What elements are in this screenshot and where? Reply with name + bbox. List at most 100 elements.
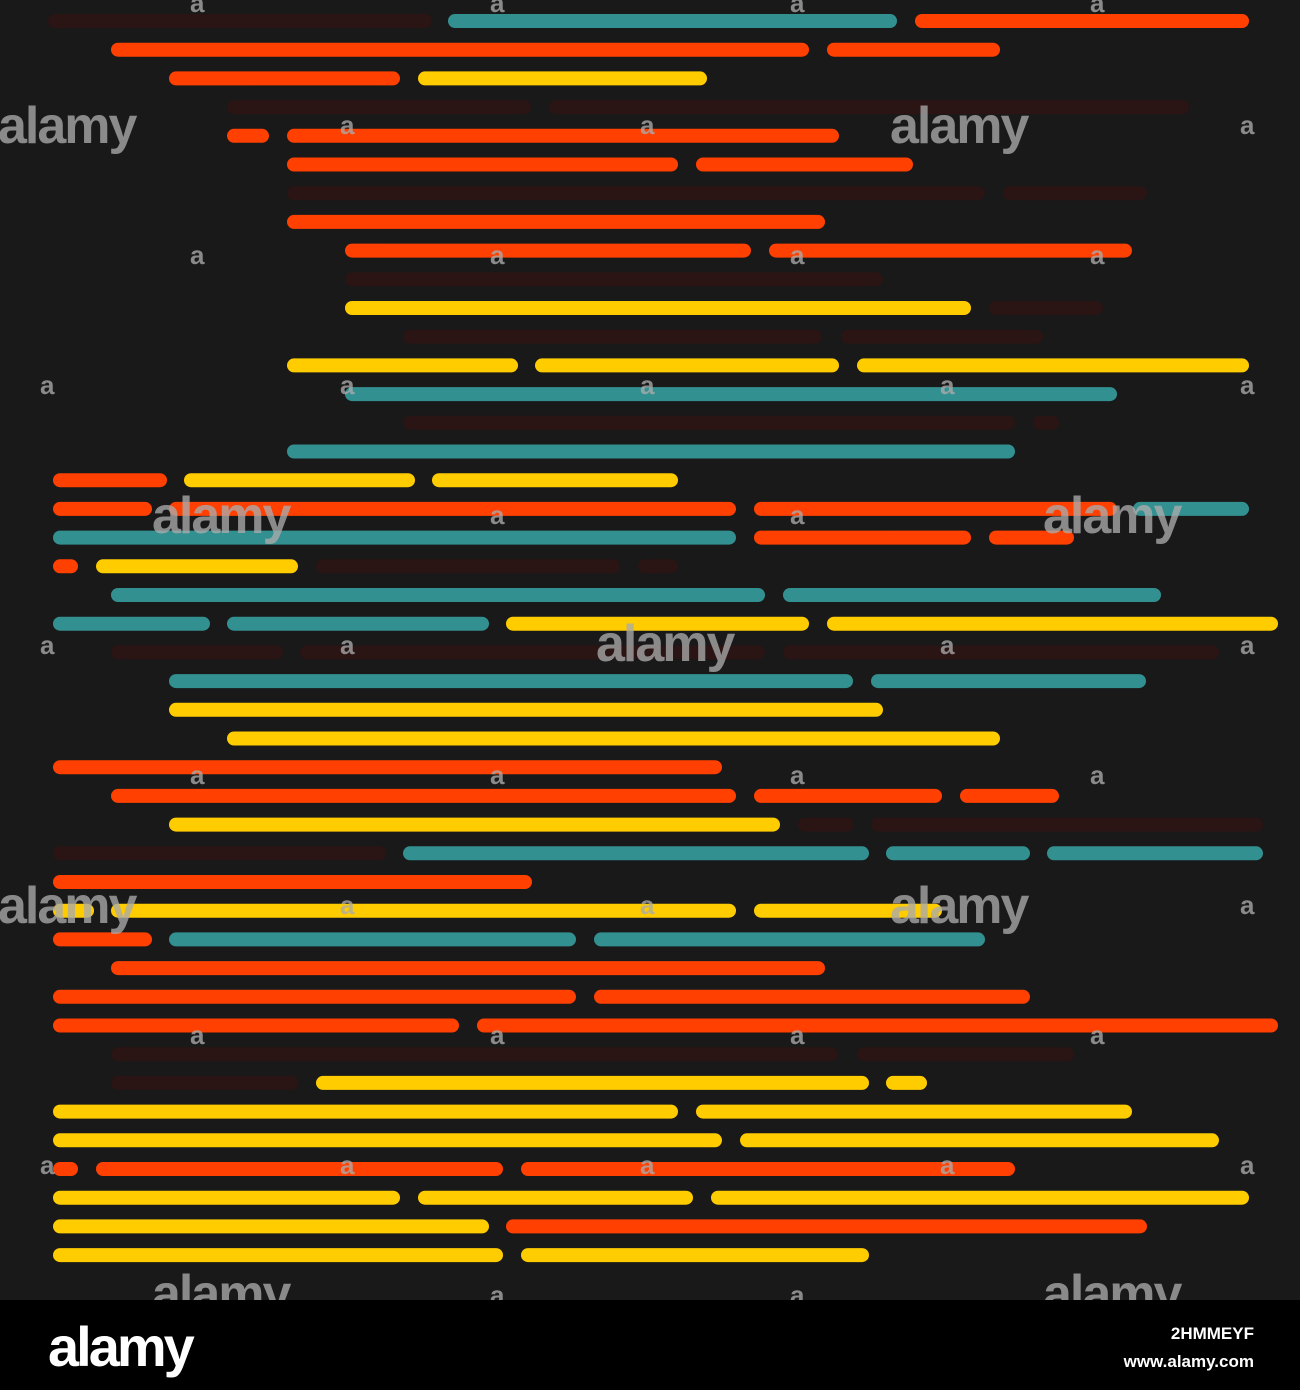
pattern-artwork: alamy alamy alamy alamy alamy alamy alam… (0, 0, 1300, 1300)
orange-stripe (111, 961, 825, 976)
dark-stripe (1033, 415, 1059, 430)
teal-stripe (1133, 501, 1249, 516)
teal-stripe (227, 616, 489, 631)
yellow-stripe (418, 71, 707, 86)
yellow-stripe (53, 903, 94, 918)
stripe-pattern (48, 14, 1278, 1263)
orange-stripe (754, 501, 1117, 516)
teal-stripe (53, 530, 736, 545)
dark-stripe (403, 415, 1015, 430)
yellow-stripe (345, 301, 971, 315)
orange-stripe (169, 501, 736, 516)
image-id: 2HMMEYF (1170, 1324, 1254, 1343)
orange-stripe (594, 989, 1030, 1004)
orange-stripe (53, 501, 152, 516)
dark-stripe (989, 301, 1103, 315)
dark-stripe (783, 645, 1219, 660)
dark-stripe (111, 645, 283, 660)
yellow-stripe (96, 559, 298, 574)
orange-stripe (287, 128, 839, 143)
yellow-stripe (418, 1190, 693, 1205)
teal-stripe (448, 14, 897, 28)
orange-stripe (696, 157, 913, 172)
yellow-stripe (754, 903, 942, 918)
teal-stripe (403, 846, 869, 861)
teal-stripe (783, 588, 1161, 602)
orange-stripe (769, 243, 1132, 258)
alamy-logo: alamy (48, 1315, 195, 1378)
orange-stripe (960, 788, 1059, 803)
yellow-stripe (740, 1133, 1219, 1148)
yellow-stripe (535, 358, 839, 373)
site-url: www.alamy.com (1123, 1352, 1254, 1371)
yellow-stripe (53, 1190, 400, 1205)
orange-stripe (96, 1162, 503, 1176)
yellow-stripe (169, 817, 780, 832)
orange-stripe (477, 1018, 1278, 1033)
yellow-stripe (827, 616, 1278, 631)
teal-stripe (594, 932, 985, 947)
orange-stripe (345, 243, 751, 258)
teal-stripe (1047, 846, 1263, 861)
yellow-stripe (316, 1075, 869, 1090)
orange-stripe (53, 932, 152, 947)
yellow-stripe (53, 1248, 503, 1263)
yellow-stripe (696, 1104, 1132, 1119)
yellow-stripe (111, 903, 736, 918)
teal-stripe (345, 387, 1117, 402)
teal-stripe (886, 846, 1030, 861)
dark-stripe (871, 817, 1263, 832)
orange-stripe (989, 530, 1074, 545)
dark-stripe (300, 645, 765, 660)
yellow-stripe (169, 702, 883, 717)
orange-stripe (169, 71, 400, 86)
yellow-stripe (53, 1104, 678, 1119)
orange-stripe (53, 989, 576, 1004)
yellow-stripe (53, 1219, 489, 1234)
yellow-stripe (506, 616, 809, 631)
dark-stripe (841, 329, 1043, 344)
dark-stripe (316, 559, 620, 574)
dark-stripe (549, 100, 1189, 115)
orange-stripe (53, 473, 167, 488)
orange-stripe (111, 42, 809, 57)
teal-stripe (169, 932, 576, 947)
teal-stripe (871, 674, 1146, 689)
teal-stripe (53, 616, 210, 631)
orange-stripe (53, 1162, 78, 1176)
yellow-stripe (287, 358, 518, 373)
dark-stripe (227, 100, 531, 115)
dark-stripe (1003, 186, 1147, 201)
dark-stripe (403, 329, 822, 344)
orange-stripe (53, 559, 78, 574)
yellow-stripe (521, 1248, 869, 1263)
yellow-stripe (53, 1133, 722, 1148)
yellow-stripe (857, 358, 1249, 373)
orange-stripe (521, 1162, 1015, 1176)
orange-stripe (754, 788, 942, 803)
dark-stripe (111, 1047, 838, 1062)
orange-stripe (227, 128, 269, 143)
dark-stripe (638, 559, 678, 574)
dark-stripe (48, 14, 432, 28)
yellow-stripe (711, 1190, 1249, 1205)
orange-stripe (111, 788, 736, 803)
yellow-stripe (227, 731, 1000, 746)
orange-stripe (754, 530, 971, 545)
orange-stripe (53, 1018, 459, 1033)
dark-stripe (111, 1075, 298, 1090)
orange-stripe (287, 214, 825, 229)
dark-stripe (857, 1047, 1074, 1062)
yellow-stripe (184, 473, 415, 488)
dark-stripe (798, 817, 854, 832)
orange-stripe (506, 1219, 1147, 1234)
dark-stripe (345, 272, 883, 287)
footer-bar: alamy 2HMMEYF www.alamy.com (0, 1300, 1300, 1390)
footer-meta: 2HMMEYF www.alamy.com (1124, 1320, 1254, 1376)
teal-stripe (111, 588, 765, 602)
orange-stripe (53, 760, 722, 775)
yellow-stripe (886, 1075, 927, 1090)
teal-stripe (169, 674, 853, 689)
dark-stripe (287, 186, 985, 201)
orange-stripe (827, 42, 1000, 57)
